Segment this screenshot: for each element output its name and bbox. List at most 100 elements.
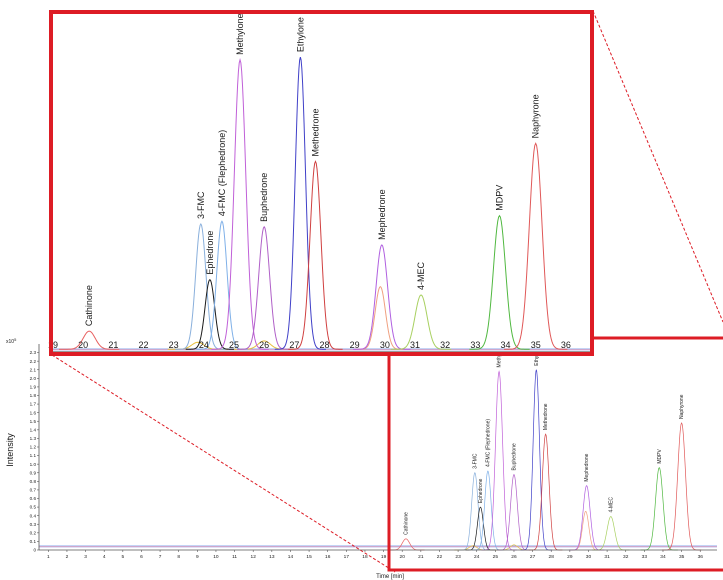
zoom-x-tick-label: 34 [501, 340, 511, 350]
y-tick-label: 0.9 [30, 470, 37, 475]
x-axis-title: Time [min] [376, 574, 404, 580]
zoom-peak-label-mdpv: MDPV [494, 185, 504, 211]
zoom-peak-label-naphyrone: Naphyrone [531, 94, 541, 138]
main-traces [39, 369, 717, 551]
x-tick-label: 7 [159, 554, 162, 560]
x-tick-label: 35 [679, 554, 685, 560]
zoom-x-tick-label: 20 [78, 340, 88, 350]
zoom-x-tick-label: 24 [199, 340, 209, 350]
peak-label-buphedrone: Buphedrone [511, 443, 517, 470]
zoom-x-axis-ticks: 19 20 21 22 23 24 25 26 27 28 29 30 31 32 33 34 35 36 [48, 340, 571, 355]
y-axis-title: Intensity [5, 433, 15, 467]
zoom-region-box [387, 336, 723, 572]
peak-trace-4-mec [592, 516, 630, 551]
peak-label-4-fmc-flephedrone: 4-FMC (Flephedrone) [485, 419, 491, 467]
x-axis-ticks: 1 2 3 4 5 6 7 8 9 10 11 12 13 14 15 16 17 18 19 20 21 22 23 24 2… [47, 550, 703, 560]
x-tick-label: 20 [400, 554, 406, 560]
y-tick-label: 0.4 [30, 513, 37, 518]
zoom-peak-label-methylone: Methylone [235, 13, 245, 55]
peak-label-cathinone: Cathinone [403, 512, 409, 535]
y-tick-label: 1.0 [30, 462, 37, 467]
x-tick-label: 17 [344, 554, 350, 560]
secondary-peak-trace [569, 510, 602, 551]
peak-trace-ethylone [520, 369, 553, 551]
zoomed-chromatogram: 19 20 21 22 23 24 25 26 27 28 29 30 31 32 33 34 35 36 Cat… [48, 10, 594, 356]
zoom-x-tick-label: 26 [259, 340, 269, 350]
peak-trace-4-fmc-flephedrone [196, 220, 248, 350]
x-tick-label: 5 [121, 554, 124, 560]
zoom-peak-label-buphedrone: Buphedrone [259, 173, 269, 222]
peak-trace-methylone [211, 58, 269, 350]
peak-trace-mdpv [469, 214, 530, 350]
peak-trace-buphedrone [497, 473, 531, 551]
y-tick-label: 1.3 [30, 436, 37, 441]
x-tick-label: 21 [418, 554, 424, 560]
peak-label-4-mec: 4-MEC [608, 497, 614, 513]
y-tick-label: 0.8 [30, 479, 37, 484]
zoom-callout-lines [51, 10, 723, 573]
y-tick-label: 2.1 [30, 367, 37, 372]
peak-label-mephedrone: Mephedrone [584, 453, 590, 481]
main-chromatogram: 0 0.1 0.2 0.3 0.4 0.5 0.6 0.7 0.8 0.9 1.0 1.1 1.2 1.3… [5, 337, 717, 580]
x-tick-label: 18 [362, 554, 368, 560]
zoom-x-tick-label: 36 [561, 340, 571, 350]
x-tick-label: 22 [437, 554, 443, 560]
y-tick-label: 1.5 [30, 419, 37, 424]
peak-trace-methedrone [528, 433, 563, 551]
zoom-peak-label-3-fmc: 3-FMC [196, 191, 206, 219]
zoom-peak-label-mephedrone: Mephedrone [377, 189, 387, 240]
zoom-x-tick-label: 28 [320, 340, 330, 350]
y-tick-label: 0.5 [30, 505, 37, 510]
x-tick-label: 26 [511, 554, 517, 560]
x-tick-label: 3 [84, 554, 87, 560]
peak-trace-ephedrone [185, 278, 235, 350]
peak-trace-mdpv [640, 466, 678, 551]
x-tick-label: 2 [66, 554, 69, 560]
y-tick-label: 1.4 [30, 427, 37, 432]
peak-trace-mephedrone [568, 485, 605, 551]
y-tick-label: 2.2 [30, 359, 37, 364]
zoom-x-tick-label: 32 [440, 340, 450, 350]
y-exponent-label: x105 [6, 337, 17, 345]
zoom-x-tick-label: 23 [169, 340, 179, 350]
peak-label-ephedrone: Ephedrone [478, 478, 484, 503]
peak-trace-naphyrone [662, 422, 702, 551]
x-tick-label: 8 [177, 554, 180, 560]
zoom-peak-label-ethylone: Ethylone [295, 17, 305, 52]
zoom-x-tick-label: 25 [229, 340, 239, 350]
zoom-peak-label-ephedrone: Ephedrone [205, 231, 215, 275]
x-tick-label: 32 [623, 554, 629, 560]
x-tick-label: 10 [213, 554, 219, 560]
y-tick-label: 0.3 [30, 522, 37, 527]
y-axis-ticks: 0 0.1 0.2 0.3 0.4 0.5 0.6 0.7 0.8 0.9 1.0 1.1 1.2 1.3… [30, 350, 39, 553]
peak-label-mdpv: MDPV [657, 448, 663, 463]
y-tick-label: 0 [33, 548, 36, 553]
peak-label-3-fmc: 3-FMC [472, 453, 478, 469]
x-tick-label: 29 [567, 554, 573, 560]
x-tick-label: 19 [381, 554, 387, 560]
x-tick-label: 27 [530, 554, 536, 560]
peak-trace-methylone [481, 370, 517, 551]
peak-trace-ethylone [274, 57, 327, 350]
y-tick-label: 0.2 [30, 530, 37, 535]
zoom-x-tick-label: 33 [470, 340, 480, 350]
x-tick-label: 28 [549, 554, 555, 560]
y-tick-label: 2.0 [30, 376, 37, 381]
x-tick-label: 11 [232, 554, 237, 560]
zoom-peak-label-4-mec: 4-MEC [416, 261, 426, 290]
peak-label-methedrone: Methedrone [543, 403, 549, 430]
zoom-traces [53, 57, 590, 351]
x-tick-label: 13 [269, 554, 275, 560]
x-tick-label: 16 [325, 554, 331, 560]
y-tick-label: 1.1 [30, 453, 37, 458]
x-tick-label: 6 [140, 554, 143, 560]
peak-trace-4-mec [390, 294, 452, 350]
x-tick-label: 36 [698, 554, 704, 560]
y-tick-label: 1.8 [30, 393, 37, 398]
x-tick-label: 31 [604, 554, 610, 560]
y-tick-label: 0.6 [30, 496, 37, 501]
x-tick-label: 1 [47, 554, 50, 560]
y-tick-label: 1.2 [30, 445, 37, 450]
y-tick-label: 2.3 [30, 350, 37, 355]
